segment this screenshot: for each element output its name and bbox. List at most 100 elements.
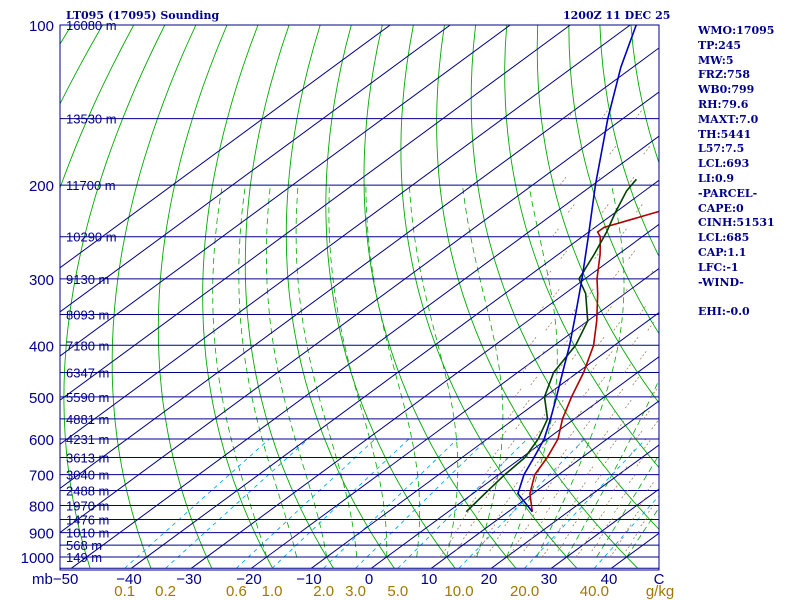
isotherm (71, 135, 659, 569)
wind-tick (620, 466, 628, 475)
stat-line: TP:245 (698, 38, 742, 52)
stat-line: RH:79.6 (698, 97, 749, 111)
wind-tick (597, 337, 605, 346)
wind-tick (647, 322, 655, 331)
wind-tick (489, 542, 497, 552)
height-label: 3613 m (66, 450, 109, 465)
wind-tick (507, 440, 515, 449)
stat-line: WB0:799 (698, 83, 755, 97)
wind-tick (590, 524, 598, 533)
wind-tick (545, 482, 552, 491)
stat-line: MW:5 (698, 53, 734, 67)
wind-tick (541, 440, 549, 449)
mixing-ratio-line (165, 438, 309, 569)
wind-tick (651, 420, 659, 430)
wind-tick (632, 530, 640, 540)
wind-tick (624, 399, 632, 409)
wind-tick (485, 489, 493, 499)
wind-tick (594, 449, 601, 458)
wind-tick (560, 449, 567, 458)
wind-tick (507, 548, 515, 558)
mixing-ratio-label: 1.0 (262, 583, 283, 600)
wind-tick (643, 146, 651, 155)
height-label: 568 m (66, 538, 102, 553)
mixing-ratio-line (355, 438, 488, 569)
wind-tick (537, 351, 545, 360)
wind-tick (548, 388, 556, 398)
stat-line: MAXT:7.0 (698, 112, 759, 126)
stat-line: EHI:-0.0 (698, 305, 750, 319)
wind-tick (526, 474, 534, 483)
wind-tick (643, 440, 651, 449)
wind-tick (511, 482, 518, 491)
stat-line: LI:0.9 (698, 171, 735, 185)
wind-tick (598, 530, 606, 540)
wind-tick (567, 204, 575, 213)
wind-tick (598, 376, 606, 386)
mixing-ratio-line (524, 438, 647, 569)
wind-tick (609, 146, 617, 155)
mixing-ratio-label: 0.6 (226, 583, 247, 600)
wind-tick (613, 504, 621, 513)
temp-tick-label: −10 (296, 571, 321, 588)
wind-tick (632, 511, 639, 520)
isotherm (60, 47, 659, 489)
dry-adiabat (786, 25, 800, 568)
wind-tick (586, 466, 594, 475)
wind-tick (586, 289, 594, 298)
stat-line: LFC:-1 (698, 260, 739, 274)
wind-tick (530, 511, 537, 520)
pressure-label: 1000 (21, 550, 54, 567)
wind-tick (563, 337, 571, 346)
height-label: 7180 m (66, 338, 109, 353)
wind-tick (530, 376, 538, 386)
wind-tick (579, 504, 587, 513)
moist-adiabat (462, 185, 504, 558)
wind-tick (601, 110, 608, 119)
wind-tick (567, 430, 575, 440)
wind-tick (537, 306, 544, 315)
pressure-label: 100 (29, 18, 54, 35)
mixing-ratio-label: 10.0 (444, 583, 473, 600)
moist-adiabat (409, 185, 459, 558)
mixing-ratio-label: 2.0 (313, 583, 334, 600)
wind-tick (522, 364, 529, 373)
wind-tick (518, 466, 526, 475)
wind-tick (564, 376, 572, 386)
height-label: 4881 m (66, 412, 109, 427)
wind-tick (553, 489, 561, 499)
wind-tick (601, 430, 609, 440)
wind-tick (594, 474, 602, 483)
wind-tick (564, 530, 572, 540)
pressure-label: 600 (29, 432, 54, 449)
wind-tick (447, 536, 454, 546)
wind-tick (552, 228, 559, 237)
mixing-ratio-line (236, 438, 376, 569)
temp-tick-label: 10 (421, 571, 438, 588)
x-axis-unit-label: C (654, 571, 665, 588)
isotherm (131, 179, 659, 569)
wind-tick (499, 430, 507, 440)
wind-tick (549, 420, 557, 430)
plot-frame (59, 24, 660, 571)
wind-tick (575, 440, 583, 449)
mixing-ratio-line (397, 438, 528, 569)
isotherm (60, 25, 391, 269)
dry-adiabat (599, 25, 659, 258)
wind-tick (470, 517, 478, 527)
wind-tick (639, 497, 647, 506)
mixing-ratio-line (593, 495, 659, 569)
wind-tick (492, 474, 500, 483)
pressure-label: 200 (29, 178, 54, 195)
wind-tick (575, 410, 582, 420)
moist-adiabat (328, 185, 388, 557)
wind-tick (515, 420, 523, 430)
x-axis-left-label: mb−50 (32, 571, 78, 588)
stat-line: LCL:685 (698, 231, 750, 245)
dry-adiabat (63, 25, 166, 569)
wind-tick (530, 530, 538, 540)
pressure-label: 500 (29, 390, 54, 407)
wind-tick (556, 399, 564, 409)
mixing-ratio-label: 40.0 (580, 583, 609, 600)
moist-adiabat (536, 185, 625, 558)
